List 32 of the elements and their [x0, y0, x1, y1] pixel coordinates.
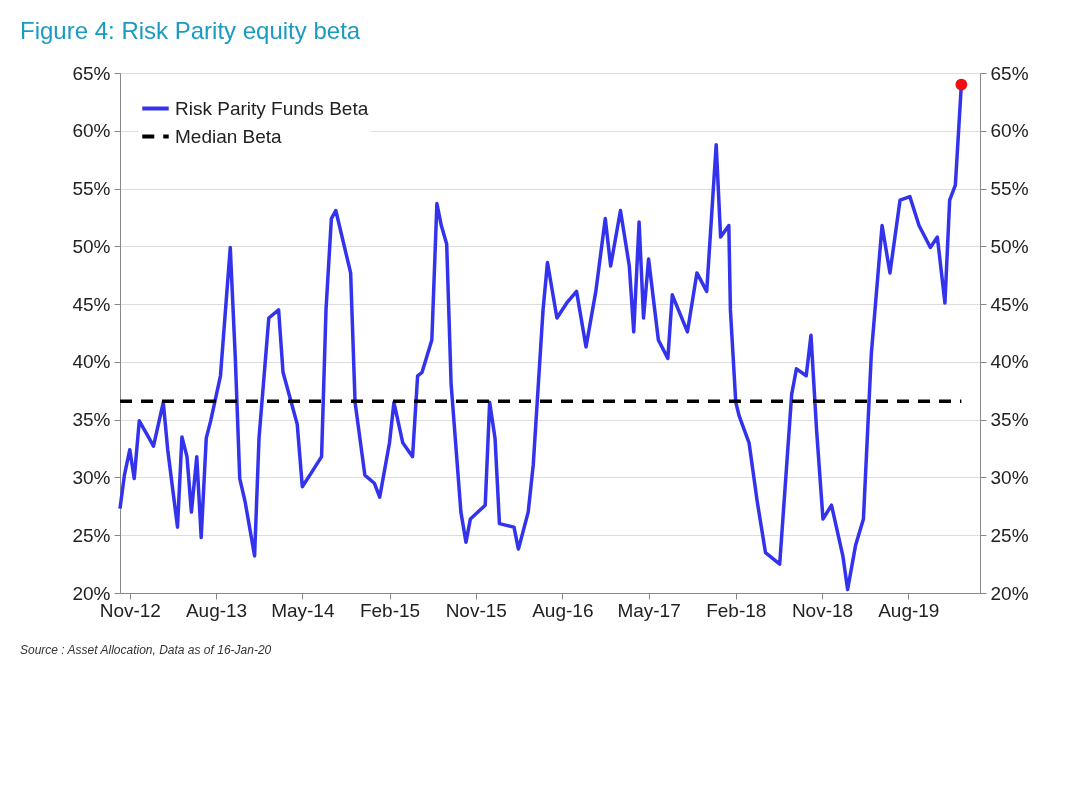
chart-title: Figure 4: Risk Parity equity beta — [20, 17, 361, 44]
x-tick-label: May-14 — [271, 599, 335, 621]
y-tick-label: 45% — [72, 293, 111, 315]
y-tick-label: 25% — [72, 524, 111, 546]
y2-tick-label: 45% — [990, 293, 1029, 315]
x-tick-label: Aug-19 — [878, 599, 940, 621]
y-tick-label: 30% — [72, 466, 111, 488]
x-tick-label: Aug-13 — [185, 599, 248, 621]
x-tick-label: Feb-18 — [706, 599, 767, 621]
y2-tick-label: 25% — [990, 524, 1029, 546]
legend-label: Risk Parity Funds Beta — [175, 97, 369, 119]
y-tick-label: 60% — [72, 120, 111, 142]
y2-tick-label: 35% — [990, 409, 1029, 431]
y-tick-label: 40% — [72, 351, 111, 373]
x-tick-label: Aug-16 — [532, 599, 594, 621]
y2-tick-label: 55% — [990, 178, 1029, 200]
y-tick-label: 35% — [72, 409, 111, 431]
y2-tick-label: 65% — [990, 62, 1029, 84]
y-tick-label: 50% — [72, 235, 111, 257]
y2-tick-label: 40% — [990, 351, 1029, 373]
y2-tick-label: 20% — [990, 582, 1029, 604]
y2-tick-label: 30% — [990, 466, 1029, 488]
y2-tick-label: 50% — [990, 235, 1029, 257]
x-tick-label: Nov-18 — [791, 599, 854, 621]
y-tick-label: 65% — [72, 62, 111, 84]
y-tick-label: 55% — [72, 178, 111, 200]
source-note: Source : Asset Allocation, Data as of 16-Jan-20 — [20, 643, 272, 657]
legend-label: Median Beta — [175, 125, 283, 147]
x-tick-label: Nov-15 — [445, 599, 507, 621]
x-tick-label: Feb-15 — [359, 599, 421, 621]
y2-tick-label: 60% — [990, 120, 1029, 142]
x-tick-label: May-17 — [617, 599, 681, 621]
